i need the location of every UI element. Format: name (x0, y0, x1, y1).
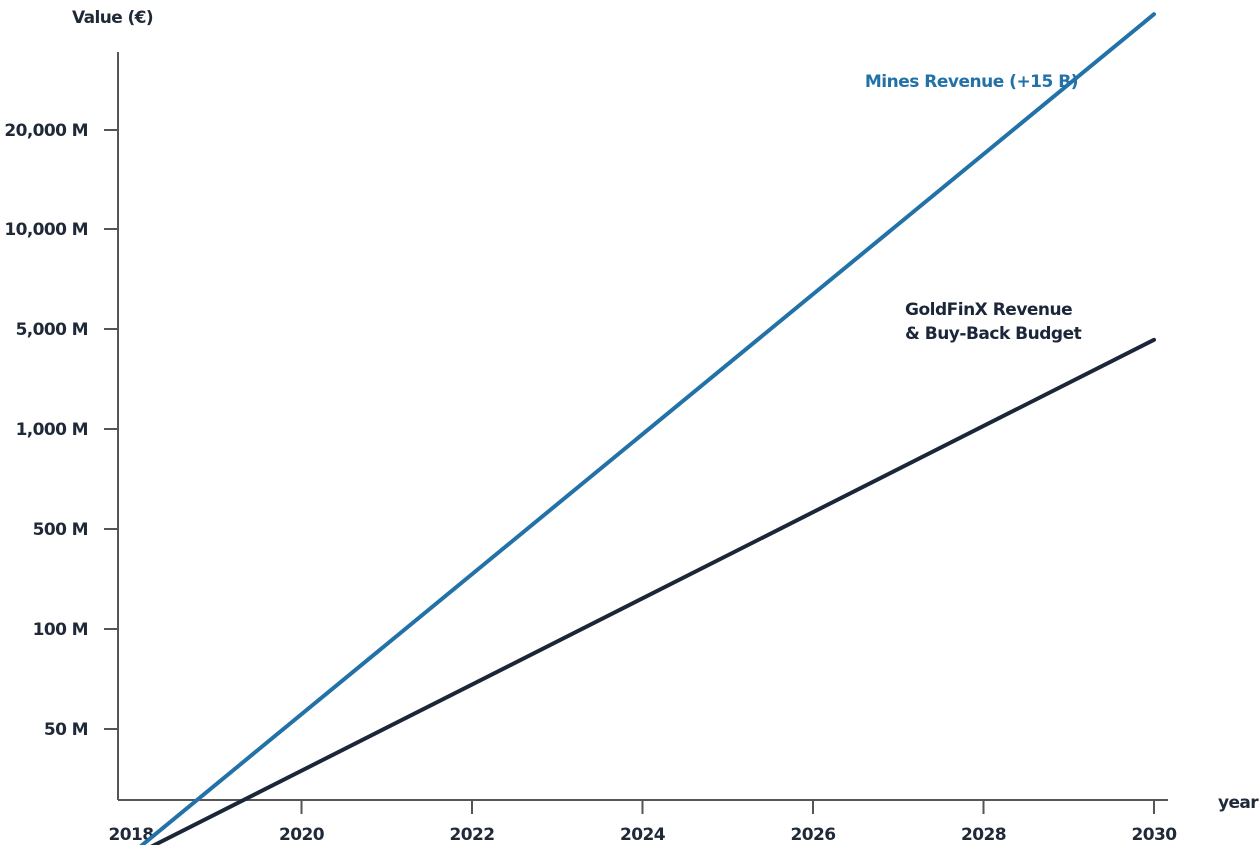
x-tick-label: 2028 (961, 825, 1006, 845)
y-tick-label: 500 M (33, 520, 88, 540)
x-axis-title: year (1218, 793, 1259, 813)
series-labels-group: Mines Revenue (+15 B) GoldFinX Revenue & B… (865, 72, 1082, 344)
series-label-1: GoldFinX Revenue (905, 300, 1072, 320)
ticks-group: 50 M 100 M 500 M 1,000 M 5,000 M 10,000 M 20,0… (4, 121, 1177, 845)
series-group (139, 12, 1156, 845)
series-line-1 (150, 337, 1156, 845)
x-tick-label: 2022 (450, 825, 495, 845)
x-tick-label: 2020 (279, 825, 325, 845)
x-tick-label: 2026 (791, 825, 836, 845)
x-tick-label: 2024 (620, 825, 666, 845)
series-label-0: Mines Revenue (+15 B) (865, 72, 1078, 92)
y-tick-label: 5,000 M (16, 320, 88, 340)
y-axis-title: Value (€) (72, 8, 153, 28)
x-tick-label: 2018 (109, 825, 154, 845)
series-line-0 (139, 12, 1156, 845)
y-tick-label: 10,000 M (4, 220, 88, 240)
series-label-1: & Buy-Back Budget (905, 324, 1082, 344)
y-tick-label: 20,000 M (4, 121, 88, 141)
y-tick-label: 100 M (33, 620, 88, 640)
y-tick-label: 50 M (44, 720, 88, 740)
y-tick-label: 1,000 M (16, 420, 88, 440)
x-tick-label: 2030 (1132, 825, 1178, 845)
